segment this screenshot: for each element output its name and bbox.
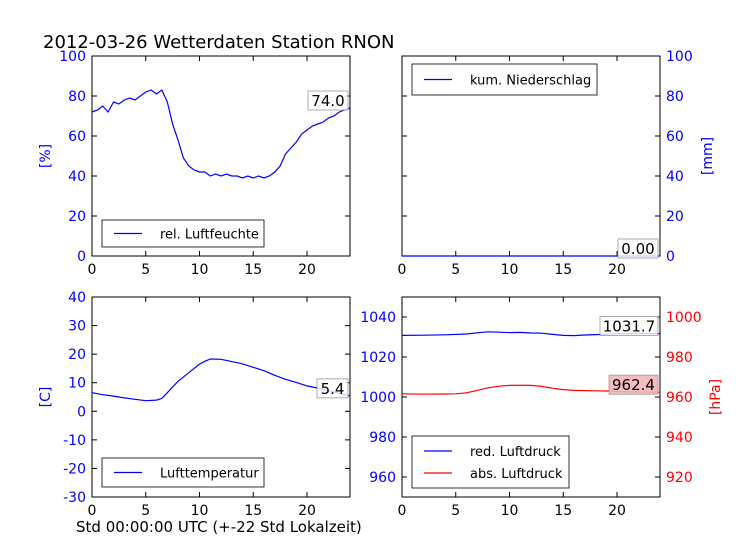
y-tick-label: 0 <box>666 249 675 265</box>
legend-box <box>411 435 570 489</box>
figure-title: 2012-03-26 Wetterdaten Station RNON <box>43 32 394 53</box>
y-tick-label: -10 <box>63 433 86 449</box>
legend-entry: Lufttemperatur <box>160 467 259 482</box>
x-tick-label: 20 <box>608 503 626 519</box>
y-tick-label: 0 <box>77 404 86 420</box>
y-tick-label: 40 <box>68 290 86 306</box>
secondary-y-tick-label: 940 <box>666 430 693 446</box>
panel-4: 0 5 10 15 20 960 980 1000 1020 1040 920 940 960 980 10… <box>360 296 724 519</box>
secondary-y-axis-label: [hPa] <box>708 379 724 415</box>
legend-entry: kum. Niederschlag <box>470 74 591 89</box>
annotation-box <box>599 316 659 337</box>
x-tick-label: 15 <box>244 503 262 519</box>
x-tick-label: 10 <box>191 262 209 278</box>
y-tick-label: 1040 <box>360 310 396 326</box>
x-tick-label: 10 <box>191 503 209 519</box>
annotation-box <box>307 90 349 111</box>
legend: red. Luftdruck abs. Luftdruck <box>411 435 570 489</box>
y-tick-label: 960 <box>369 470 396 486</box>
x-axis-label: Std 00:00:00 UTC (+-22 Std Lokalzeit) <box>76 518 362 536</box>
y-tick-label: 40 <box>666 169 684 185</box>
x-tick-label: 5 <box>451 503 460 519</box>
y-tick-label: 100 <box>59 49 86 65</box>
x-tick-label: 10 <box>501 503 519 519</box>
y-tick-label: 60 <box>666 129 684 145</box>
y-tick-label: -30 <box>63 490 86 506</box>
plot-frame <box>91 55 351 257</box>
value-annotation: 962.4 <box>612 376 655 394</box>
annotation-box <box>617 238 659 259</box>
value-annotation: 1031.7 <box>603 318 656 336</box>
series-line-1 <box>91 89 351 179</box>
legend-entry: abs. Luftdruck <box>470 467 563 482</box>
value-annotation: 5.4 <box>321 380 345 398</box>
legend: kum. Niederschlag <box>411 63 598 96</box>
x-tick-label: 10 <box>501 262 519 278</box>
y-tick-label: 80 <box>68 89 86 105</box>
plot-frame <box>91 296 351 498</box>
panel-2: 0 5 10 15 20 0 20 40 60 80 100 [mm] 0.00 kum. Nieders… <box>398 49 716 278</box>
y-tick-label: 20 <box>666 209 684 225</box>
x-tick-label: 5 <box>141 503 150 519</box>
y-tick-label: 0 <box>77 249 86 265</box>
y-tick-label: 20 <box>68 347 86 363</box>
secondary-y-tick-label: 980 <box>666 350 693 366</box>
y-tick-label: 980 <box>369 430 396 446</box>
panel-3: 0 5 10 15 20 -30 -20 -10 0 10 20 30 40 [C] 5.4 Lufttemp… <box>38 290 351 519</box>
annotation-box <box>608 374 659 395</box>
y-axis-label: [mm] <box>700 137 716 175</box>
x-tick-label: 20 <box>298 503 316 519</box>
x-tick-label: 0 <box>398 503 407 519</box>
y-tick-label: 30 <box>68 319 86 335</box>
series-line-1 <box>91 358 351 402</box>
panel-1: 0 5 10 15 20 0 20 40 60 80 100 [%] 74.0 rel. Luftfeuc… <box>38 49 351 278</box>
x-tick-label: 20 <box>608 262 626 278</box>
x-tick-label: 0 <box>88 262 97 278</box>
y-tick-label: 20 <box>68 209 86 225</box>
y-tick-label: -20 <box>63 461 86 477</box>
x-tick-label: 15 <box>554 262 572 278</box>
y-tick-label: 60 <box>68 129 86 145</box>
secondary-y-tick-label: 960 <box>666 390 693 406</box>
y-tick-label: 1000 <box>360 390 396 406</box>
legend-box <box>101 219 265 248</box>
x-tick-label: 0 <box>88 503 97 519</box>
legend-entry: rel. Luftfeuchte <box>160 228 259 243</box>
x-tick-label: 20 <box>298 262 316 278</box>
legend: Lufttemperatur <box>101 457 265 488</box>
y-axis-label: [%] <box>38 144 54 168</box>
y-tick-label: 100 <box>666 49 693 65</box>
y-axis-label: [C] <box>38 387 54 408</box>
y-tick-label: 80 <box>666 89 684 105</box>
y-tick-label: 40 <box>68 169 86 185</box>
value-annotation: 74.0 <box>311 92 344 110</box>
x-tick-label: 5 <box>451 262 460 278</box>
secondary-y-tick-label: 1000 <box>666 310 702 326</box>
annotation-box <box>316 378 349 399</box>
x-tick-label: 0 <box>398 262 407 278</box>
legend-entry: red. Luftdruck <box>470 445 561 460</box>
legend: rel. Luftfeuchte <box>101 219 265 248</box>
y-tick-label: 1020 <box>360 350 396 366</box>
x-tick-label: 15 <box>244 262 262 278</box>
x-tick-label: 5 <box>141 262 150 278</box>
secondary-y-tick-label: 920 <box>666 470 693 486</box>
value-annotation: 0.00 <box>621 240 654 258</box>
x-tick-label: 15 <box>554 503 572 519</box>
y-tick-label: 10 <box>68 376 86 392</box>
